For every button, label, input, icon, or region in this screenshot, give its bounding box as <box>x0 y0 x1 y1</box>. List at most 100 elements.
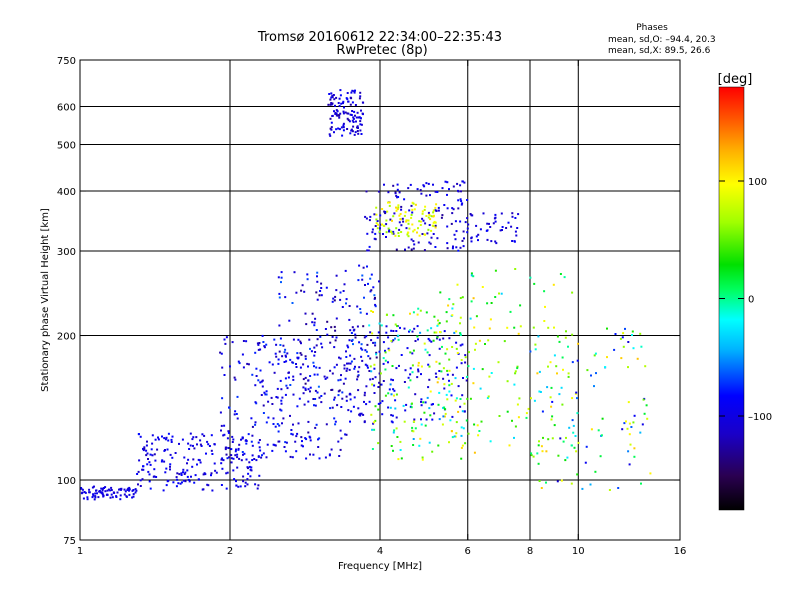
data-point <box>484 343 486 345</box>
data-point <box>278 292 281 295</box>
data-point <box>226 457 229 460</box>
data-point <box>446 207 449 210</box>
data-point <box>119 498 122 501</box>
data-point <box>148 473 151 476</box>
data-point <box>429 194 431 197</box>
data-point <box>359 129 362 132</box>
data-point <box>188 448 191 450</box>
data-point <box>110 493 113 496</box>
data-point <box>125 495 128 498</box>
data-point <box>359 117 362 120</box>
data-point <box>388 201 391 204</box>
data-point <box>250 417 253 420</box>
data-point <box>297 356 300 359</box>
data-point <box>224 342 227 345</box>
data-point <box>407 246 410 249</box>
data-point <box>622 332 625 335</box>
data-point <box>221 467 224 470</box>
data-point <box>544 305 546 308</box>
data-point <box>350 332 353 334</box>
data-point <box>400 457 403 460</box>
data-point <box>488 327 491 330</box>
data-point <box>551 415 554 418</box>
data-point <box>261 334 264 337</box>
data-point <box>538 480 541 482</box>
data-point <box>267 400 270 403</box>
data-point <box>395 194 398 197</box>
data-point <box>486 302 489 305</box>
data-point <box>462 427 465 430</box>
data-point <box>529 276 532 279</box>
data-point <box>340 406 343 408</box>
data-point <box>352 343 354 346</box>
data-point <box>373 421 376 424</box>
data-point <box>459 398 462 400</box>
data-point <box>432 183 434 186</box>
data-point <box>367 355 370 358</box>
data-point <box>460 446 463 449</box>
data-point <box>335 274 338 277</box>
data-point <box>324 456 327 459</box>
data-point <box>417 361 420 364</box>
data-point <box>466 227 469 230</box>
data-point <box>162 489 165 492</box>
data-point <box>183 456 186 459</box>
data-point <box>450 394 453 397</box>
data-point <box>411 426 414 429</box>
data-point <box>511 212 514 215</box>
data-point <box>401 217 404 220</box>
data-point <box>351 119 354 122</box>
data-point <box>425 182 428 185</box>
data-point <box>295 366 298 368</box>
data-point <box>353 396 356 399</box>
data-point <box>104 486 107 489</box>
data-point <box>400 231 403 233</box>
data-point <box>359 95 362 98</box>
data-point <box>241 353 244 356</box>
data-point <box>332 297 335 300</box>
data-point <box>335 289 338 292</box>
data-point <box>142 449 145 452</box>
data-point <box>410 216 413 219</box>
data-point <box>137 483 139 486</box>
data-point <box>427 337 430 340</box>
data-point <box>147 458 149 460</box>
data-point <box>387 406 390 409</box>
data-point <box>506 326 509 329</box>
data-point <box>461 444 464 447</box>
data-point <box>345 302 347 305</box>
data-point <box>430 215 433 218</box>
data-point <box>250 440 253 443</box>
data-point <box>556 480 559 483</box>
data-point <box>382 380 385 382</box>
data-point <box>230 461 233 464</box>
data-point <box>538 370 541 373</box>
data-point <box>305 438 308 441</box>
data-point <box>210 449 213 452</box>
data-point <box>503 340 506 343</box>
data-point <box>277 430 280 433</box>
data-point <box>283 351 286 354</box>
data-point <box>334 111 337 114</box>
data-point <box>128 493 131 496</box>
data-point <box>360 133 363 135</box>
data-point <box>92 494 95 497</box>
data-point <box>472 367 475 370</box>
data-point <box>163 460 166 463</box>
data-point <box>334 423 337 426</box>
data-point <box>397 334 400 337</box>
data-point <box>339 298 342 301</box>
data-point <box>399 326 401 329</box>
data-point <box>220 352 223 355</box>
data-point <box>614 333 617 335</box>
data-point <box>636 357 639 360</box>
data-point <box>433 315 436 318</box>
data-point <box>292 393 295 396</box>
data-point <box>514 372 517 375</box>
data-point <box>517 332 520 335</box>
data-point <box>470 237 473 240</box>
data-point <box>343 283 346 286</box>
data-point <box>156 448 159 451</box>
data-point <box>179 482 182 485</box>
data-point <box>295 363 297 365</box>
